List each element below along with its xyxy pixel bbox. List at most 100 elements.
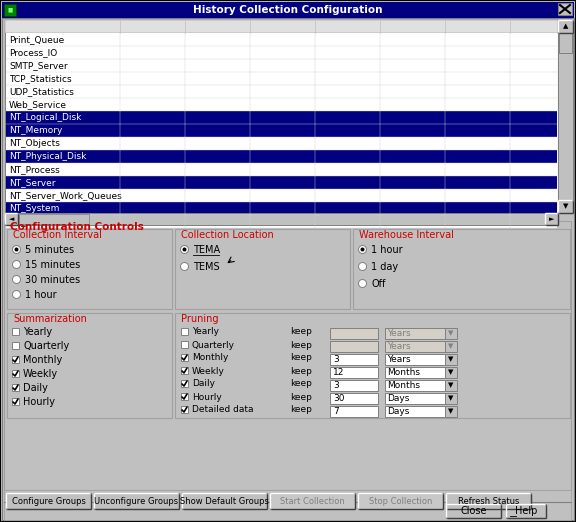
Text: 7: 7 (333, 407, 339, 416)
Bar (330, 393, 378, 404)
Text: UDP_Statistics: UDP_Statistics (9, 87, 74, 96)
Bar (559, 33, 572, 53)
Bar (445, 393, 457, 404)
Bar (7, 313, 172, 418)
Text: ▼: ▼ (448, 383, 454, 388)
Text: Monthly: Monthly (192, 353, 228, 362)
Text: Web_Service: Web_Service (9, 100, 67, 109)
Text: Months: Months (387, 381, 420, 390)
Bar (5, 20, 558, 213)
Text: Quarterly: Quarterly (192, 340, 235, 350)
Bar (545, 213, 558, 225)
Bar (4, 4, 16, 16)
Bar (6, 46, 557, 59)
Bar (12, 384, 19, 391)
Text: ▼: ▼ (563, 204, 568, 209)
Text: NT_Memory: NT_Memory (9, 126, 62, 135)
Bar (6, 59, 557, 72)
Bar (445, 328, 457, 339)
Text: Years: Years (387, 342, 411, 351)
Bar (6, 137, 557, 150)
Bar (6, 493, 91, 509)
Text: ▼: ▼ (448, 396, 454, 401)
Text: NT_Thread: NT_Thread (9, 217, 57, 226)
Bar (175, 313, 570, 418)
Text: Refresh Status: Refresh Status (458, 496, 519, 505)
Text: ▼: ▼ (448, 370, 454, 375)
Bar (6, 111, 557, 124)
Text: History Collection Configuration: History Collection Configuration (194, 5, 382, 15)
Text: Monthly: Monthly (23, 355, 62, 365)
Text: ▼: ▼ (448, 330, 454, 337)
Text: NT_System: NT_System (9, 204, 59, 213)
Circle shape (14, 247, 18, 252)
Circle shape (13, 245, 21, 254)
Text: 5 minutes: 5 minutes (25, 245, 74, 255)
Text: Configure Groups: Configure Groups (12, 496, 85, 505)
Bar (358, 493, 443, 509)
Bar (7, 229, 172, 309)
Bar (445, 367, 457, 378)
Text: 3: 3 (333, 381, 339, 390)
Text: Months: Months (387, 368, 420, 377)
Bar (181, 341, 188, 348)
Text: TCP_Statistics: TCP_Statistics (9, 74, 71, 83)
Text: Hourly: Hourly (23, 397, 55, 407)
Text: 3: 3 (333, 355, 339, 364)
Text: NT_Server: NT_Server (9, 178, 55, 187)
Bar (385, 328, 445, 339)
Text: Off: Off (371, 279, 385, 289)
Text: ■: ■ (7, 7, 13, 13)
Text: 15 minutes: 15 minutes (25, 260, 80, 270)
Bar (4, 502, 571, 520)
Text: Print_Queue: Print_Queue (9, 35, 65, 44)
Circle shape (13, 260, 21, 268)
Bar (6, 150, 557, 163)
Bar (6, 124, 557, 137)
Text: 1 hour: 1 hour (371, 245, 403, 255)
Bar (12, 370, 19, 377)
Bar (270, 493, 355, 509)
Text: Daily: Daily (23, 383, 48, 393)
Bar (445, 354, 457, 365)
Bar (181, 406, 188, 413)
Text: keep: keep (290, 340, 312, 350)
Circle shape (13, 276, 21, 283)
Text: Quarterly: Quarterly (23, 341, 69, 351)
Text: 12: 12 (333, 368, 344, 377)
Text: Weekly: Weekly (192, 366, 225, 375)
Circle shape (358, 245, 366, 254)
Text: 30 minutes: 30 minutes (25, 275, 80, 285)
Bar (181, 393, 188, 400)
Bar (181, 367, 188, 374)
Bar (19, 214, 89, 224)
Text: keep: keep (290, 393, 312, 401)
Bar (4, 490, 571, 512)
Text: TEMA: TEMA (193, 245, 220, 255)
Bar (6, 33, 557, 46)
Text: Show Default Groups: Show Default Groups (180, 496, 269, 505)
Bar (4, 221, 571, 490)
Text: Yearly: Yearly (192, 327, 219, 337)
Bar (175, 229, 350, 309)
Bar (445, 406, 457, 417)
Text: keep: keep (290, 353, 312, 362)
Text: Start Collection: Start Collection (280, 496, 345, 505)
Text: Configuration Controls: Configuration Controls (10, 222, 144, 232)
Text: Stop Collection: Stop Collection (369, 496, 432, 505)
Text: Unconfigure Groups: Unconfigure Groups (94, 496, 179, 505)
Circle shape (183, 247, 187, 252)
Text: 1 day: 1 day (371, 262, 398, 272)
Text: Process_IO: Process_IO (9, 48, 57, 57)
Bar (6, 176, 557, 189)
Bar (385, 380, 445, 391)
Text: 1 hour: 1 hour (25, 290, 56, 300)
Text: keep: keep (290, 379, 312, 388)
Text: NT_Logical_Disk: NT_Logical_Disk (9, 113, 81, 122)
Text: ▲: ▲ (563, 23, 568, 30)
Bar (6, 85, 557, 98)
Bar (6, 202, 557, 215)
Bar (558, 20, 573, 213)
Text: NT_Objects: NT_Objects (9, 139, 60, 148)
Text: Weekly: Weekly (23, 369, 58, 379)
